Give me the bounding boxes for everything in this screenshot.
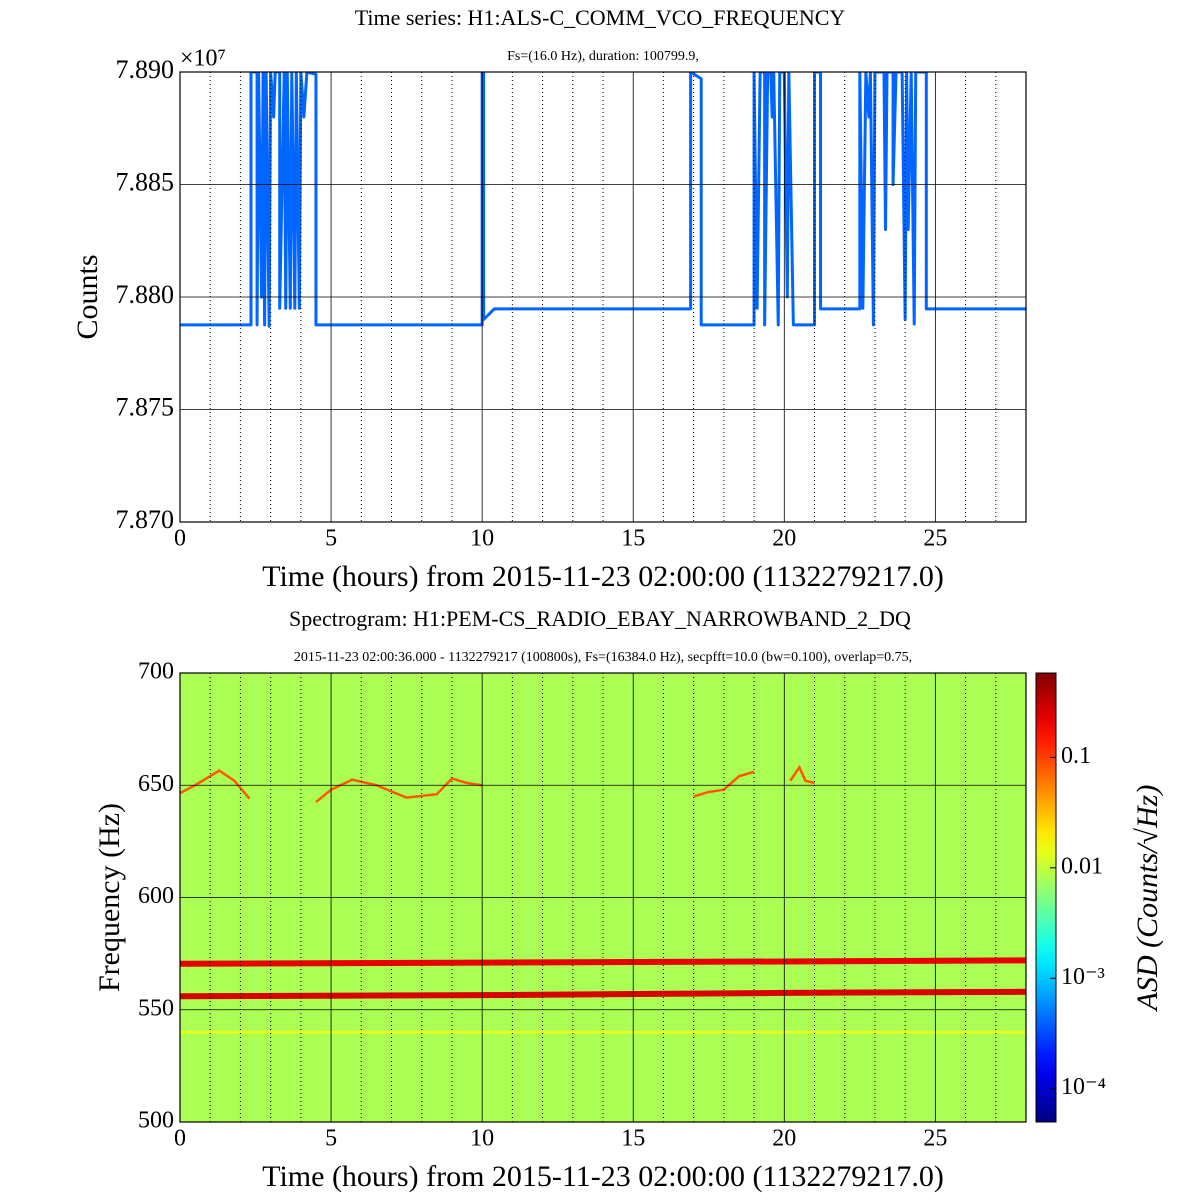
chart-title: Spectrogram: H1:PEM-CS_RADIO_EBAY_NARROW…	[289, 606, 911, 631]
y-tick-label: 500	[138, 1108, 174, 1134]
colorbar-tick-label: 0.1	[1061, 743, 1091, 769]
y-tick-label: 550	[138, 995, 174, 1021]
plot-frame	[179, 672, 1027, 1123]
spectral-line-path	[789, 764, 815, 785]
y-tick-label: 650	[138, 771, 174, 797]
y-tick-label: 7.880	[116, 280, 175, 309]
colorbar-tick-label: 10⁻⁴	[1061, 1074, 1106, 1100]
y-tick-label: 7.885	[116, 167, 175, 196]
y-tick-label: 7.875	[116, 392, 175, 421]
x-tick-label: 10	[470, 1126, 494, 1152]
y-tick-label: 7.870	[116, 505, 175, 534]
x-tick-label: 25	[923, 526, 947, 552]
y-axis-label: Frequency (Hz)	[93, 803, 126, 992]
x-tick-label: 10	[470, 526, 494, 552]
x-tick-label: 25	[923, 1126, 947, 1152]
x-tick-label: 20	[772, 1126, 796, 1152]
y-tick-label: 600	[138, 883, 174, 909]
spectral-line-path	[180, 957, 1026, 967]
y-offset-label: ×10⁷	[180, 46, 226, 72]
y-axis-label: Counts	[71, 254, 104, 339]
plot-frame	[179, 71, 1027, 523]
x-tick-label: 5	[325, 1126, 337, 1152]
spectral-line	[789, 764, 815, 785]
x-tick-label: 0	[174, 526, 186, 552]
y-tick-label: 700	[138, 659, 174, 685]
chart-subtitle: Fs=(16.0 Hz), duration: 100799.9,	[507, 49, 699, 64]
chart-subtitle: 2015-11-23 02:00:36.000 - 1132279217 (10…	[294, 650, 912, 665]
x-tick-label: 20	[772, 526, 796, 552]
x-tick-label: 5	[325, 526, 337, 552]
x-tick-label: 15	[621, 526, 645, 552]
x-tick-label: 0	[174, 1126, 186, 1152]
x-axis-label: Time (hours) from 2015-11-23 02:00:00 (1…	[262, 1160, 944, 1193]
colorbar-label: ASD (Counts/√Hz)	[1131, 785, 1164, 1013]
x-tick-label: 15	[621, 1126, 645, 1152]
colorbar-tick-label: 10⁻³	[1061, 964, 1105, 990]
colorbar	[1035, 672, 1057, 1123]
y-tick-label: 7.890	[116, 55, 175, 84]
chart-title: Time series: H1:ALS-C_COMM_VCO_FREQUENCY	[355, 5, 846, 30]
spectral-line	[180, 769, 251, 800]
spectral-line	[180, 957, 1026, 967]
spectral-line	[315, 777, 483, 804]
spectral-line-path	[315, 777, 483, 804]
data-line	[180, 72, 1026, 328]
x-axis-label: Time (hours) from 2015-11-23 02:00:00 (1…	[262, 560, 944, 593]
plot-area	[180, 72, 1026, 328]
colorbar-tick-label: 0.01	[1061, 853, 1103, 879]
spectral-line-path	[180, 769, 251, 800]
